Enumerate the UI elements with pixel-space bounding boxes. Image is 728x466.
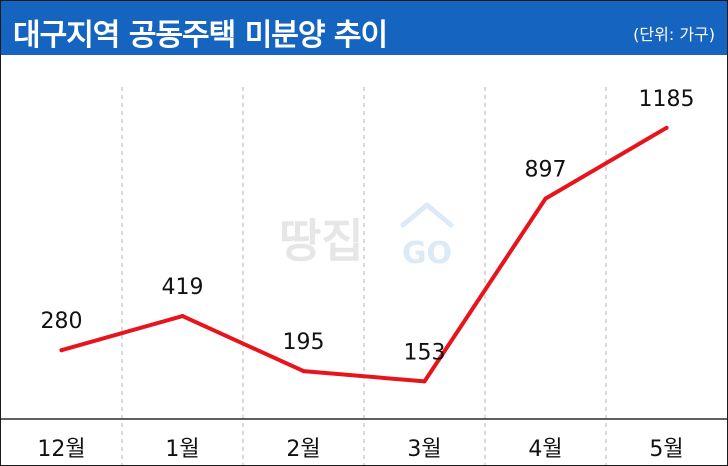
watermark-logo-text: GO (402, 236, 452, 271)
data-label: 897 (525, 158, 567, 183)
watermark-logo-icon: GO (400, 202, 454, 271)
data-label: 280 (41, 309, 83, 334)
watermark: 땅집 GO (279, 202, 454, 271)
x-tick-label: 1월 (165, 437, 199, 462)
data-point (664, 125, 669, 130)
data-label: 153 (404, 340, 446, 365)
x-tick-label: 3월 (407, 437, 441, 462)
x-tick-label: 4월 (528, 437, 562, 462)
data-point (422, 379, 427, 384)
series-line (59, 125, 669, 384)
watermark-text: 땅집 (279, 214, 364, 268)
data-point (59, 348, 64, 353)
chart-title: 대구지역 공동주택 미분양 추이 (13, 18, 388, 53)
data-point (180, 314, 185, 319)
unit-label: (단위: 가구) (633, 25, 715, 44)
x-tick-label: 5월 (649, 437, 683, 462)
x-tick-label: 12월 (37, 437, 85, 462)
data-label: 419 (162, 275, 204, 300)
x-tick-label: 2월 (286, 437, 320, 462)
data-point (543, 196, 548, 201)
data-label: 195 (283, 330, 325, 355)
chart-header: 대구지역 공동주택 미분양 추이 (단위: 가구) (1, 1, 727, 55)
data-label: 1185 (639, 87, 695, 112)
data-point (301, 369, 306, 374)
